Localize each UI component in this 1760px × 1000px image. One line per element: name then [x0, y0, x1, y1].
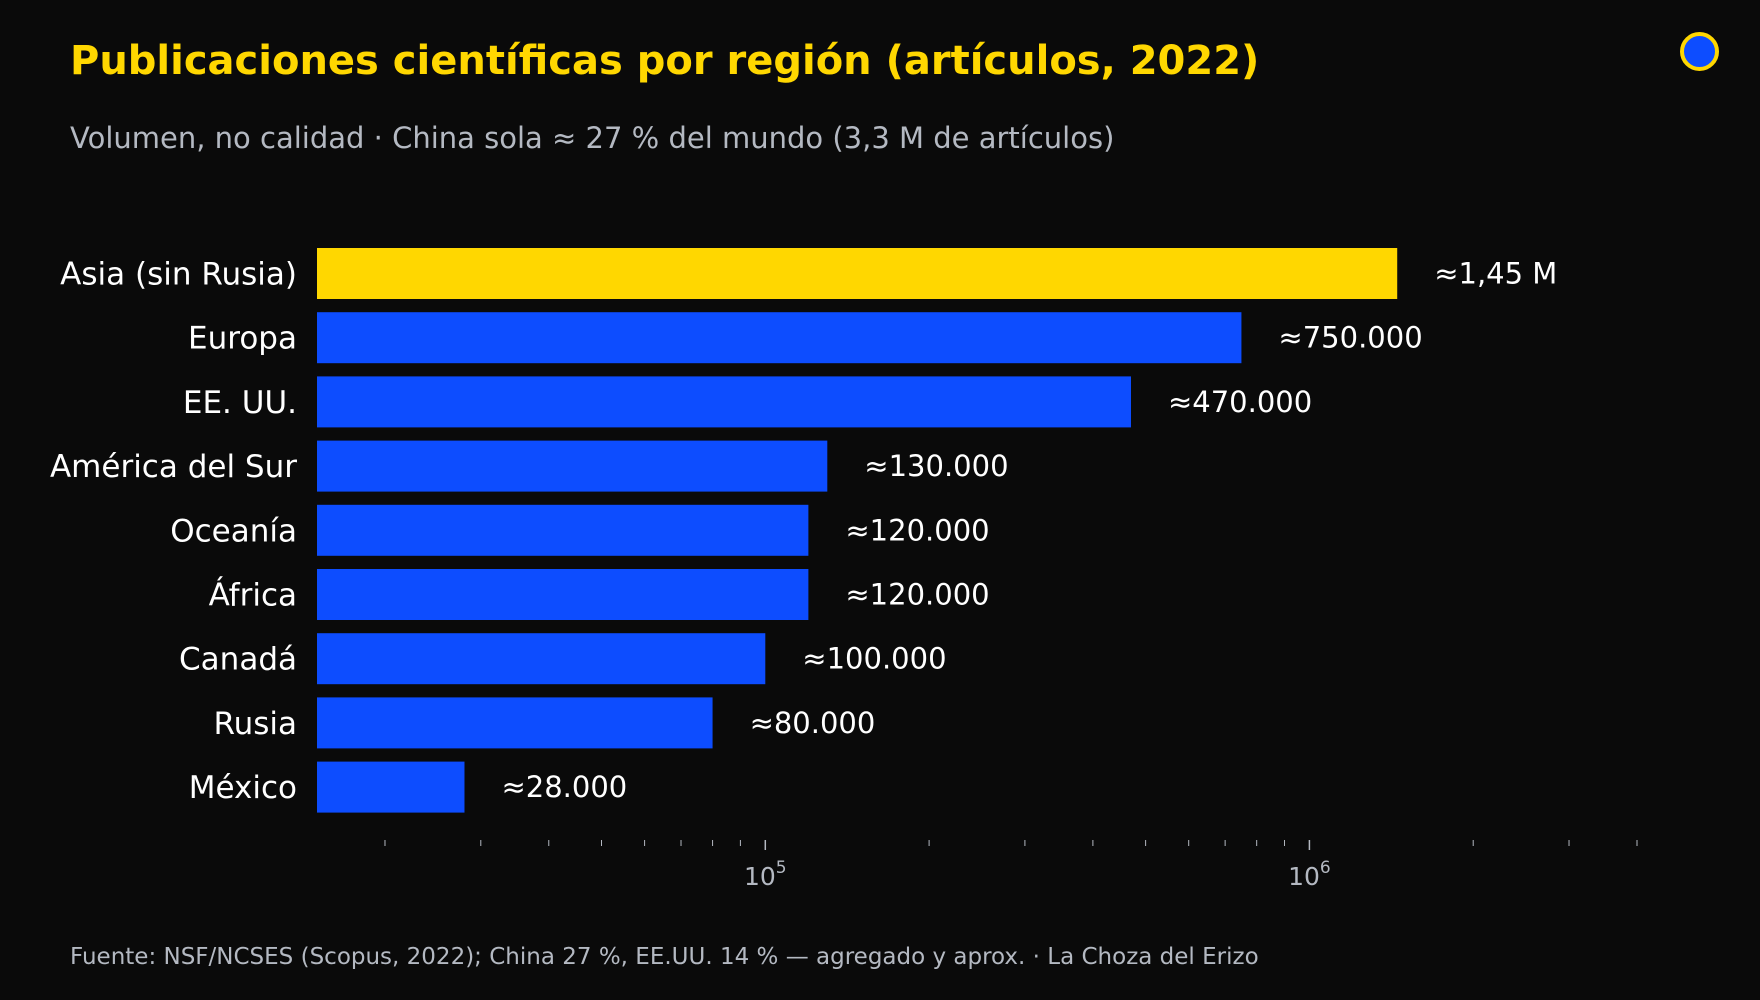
category-label: Rusia [213, 706, 297, 742]
circle-logo-icon [1680, 32, 1719, 71]
data-label: ≈470.000 [1168, 385, 1312, 419]
bar [317, 761, 465, 813]
category-label: Europa [188, 321, 297, 357]
data-label: ≈120.000 [845, 513, 989, 547]
bar [317, 440, 828, 492]
bar [317, 569, 809, 620]
category-label: México [189, 770, 297, 806]
category-label: Asia (sin Rusia) [60, 257, 297, 293]
bar [317, 312, 1242, 364]
category-label: África [209, 578, 297, 614]
chart-title: Publicaciones científicas por región (ar… [70, 38, 1260, 84]
data-label: ≈100.000 [802, 642, 946, 676]
data-label: ≈120.000 [845, 578, 989, 612]
bar [317, 504, 809, 556]
bar [317, 697, 713, 749]
bar [317, 248, 1398, 299]
bar [317, 376, 1131, 428]
data-label: ≈750.000 [1278, 321, 1422, 355]
chart-subtitle: Volumen, no calidad · China sola ≈ 27 % … [70, 121, 1115, 155]
data-label: ≈1,45 M [1434, 257, 1557, 291]
data-label: ≈28.000 [501, 770, 627, 804]
data-label: ≈130.000 [864, 449, 1008, 483]
tick-label: 105 [744, 858, 787, 891]
tick-label: 106 [1288, 858, 1331, 891]
data-label: ≈80.000 [750, 706, 876, 740]
source-note: Fuente: NSF/NCSES (Scopus, 2022); China … [70, 944, 1259, 970]
bar [317, 633, 766, 685]
category-label: Oceanía [170, 513, 297, 549]
category-label: EE. UU. [183, 385, 297, 421]
category-label: Canadá [179, 642, 297, 678]
category-label: América del Sur [50, 449, 297, 485]
